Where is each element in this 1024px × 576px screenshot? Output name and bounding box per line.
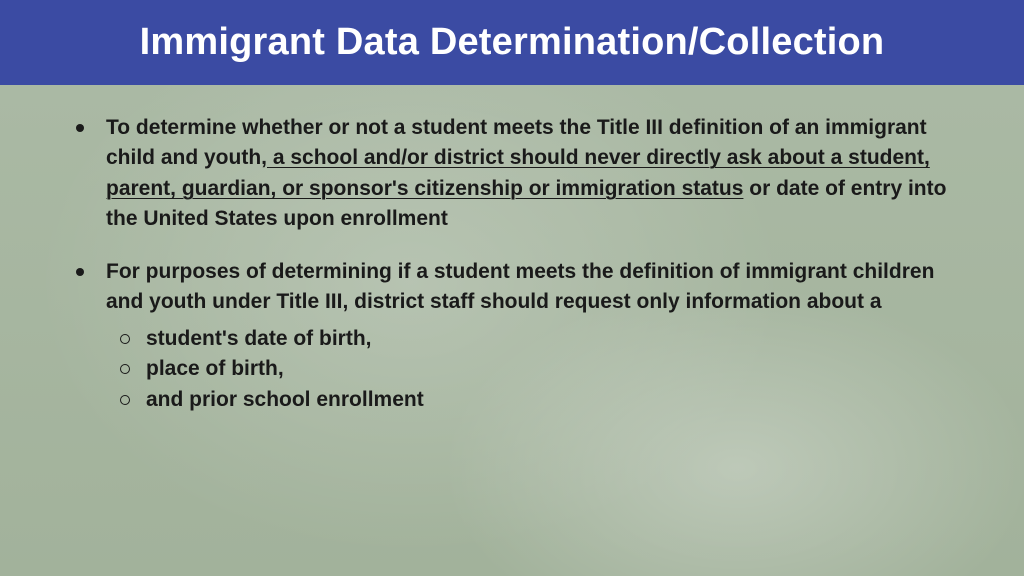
bullet-item: For purposes of determining if a student… bbox=[62, 257, 962, 415]
bullet-list: To determine whether or not a student me… bbox=[62, 113, 962, 415]
bullet-item: To determine whether or not a student me… bbox=[62, 113, 962, 235]
slide-content: To determine whether or not a student me… bbox=[0, 85, 1024, 415]
sub-bullet-text: and prior school enrollment bbox=[146, 388, 424, 411]
bullet-text-pre: For purposes of determining if a student… bbox=[106, 260, 934, 313]
sub-bullet-item: place of birth, bbox=[106, 354, 962, 384]
sub-bullet-text: place of birth, bbox=[146, 357, 284, 380]
sub-bullet-list: student's date of birth, place of birth,… bbox=[106, 324, 962, 415]
sub-bullet-text: student's date of birth, bbox=[146, 327, 372, 350]
sub-bullet-item: and prior school enrollment bbox=[106, 385, 962, 415]
slide-header: Immigrant Data Determination/Collection bbox=[0, 0, 1024, 85]
sub-bullet-item: student's date of birth, bbox=[106, 324, 962, 354]
slide-title: Immigrant Data Determination/Collection bbox=[140, 21, 885, 64]
